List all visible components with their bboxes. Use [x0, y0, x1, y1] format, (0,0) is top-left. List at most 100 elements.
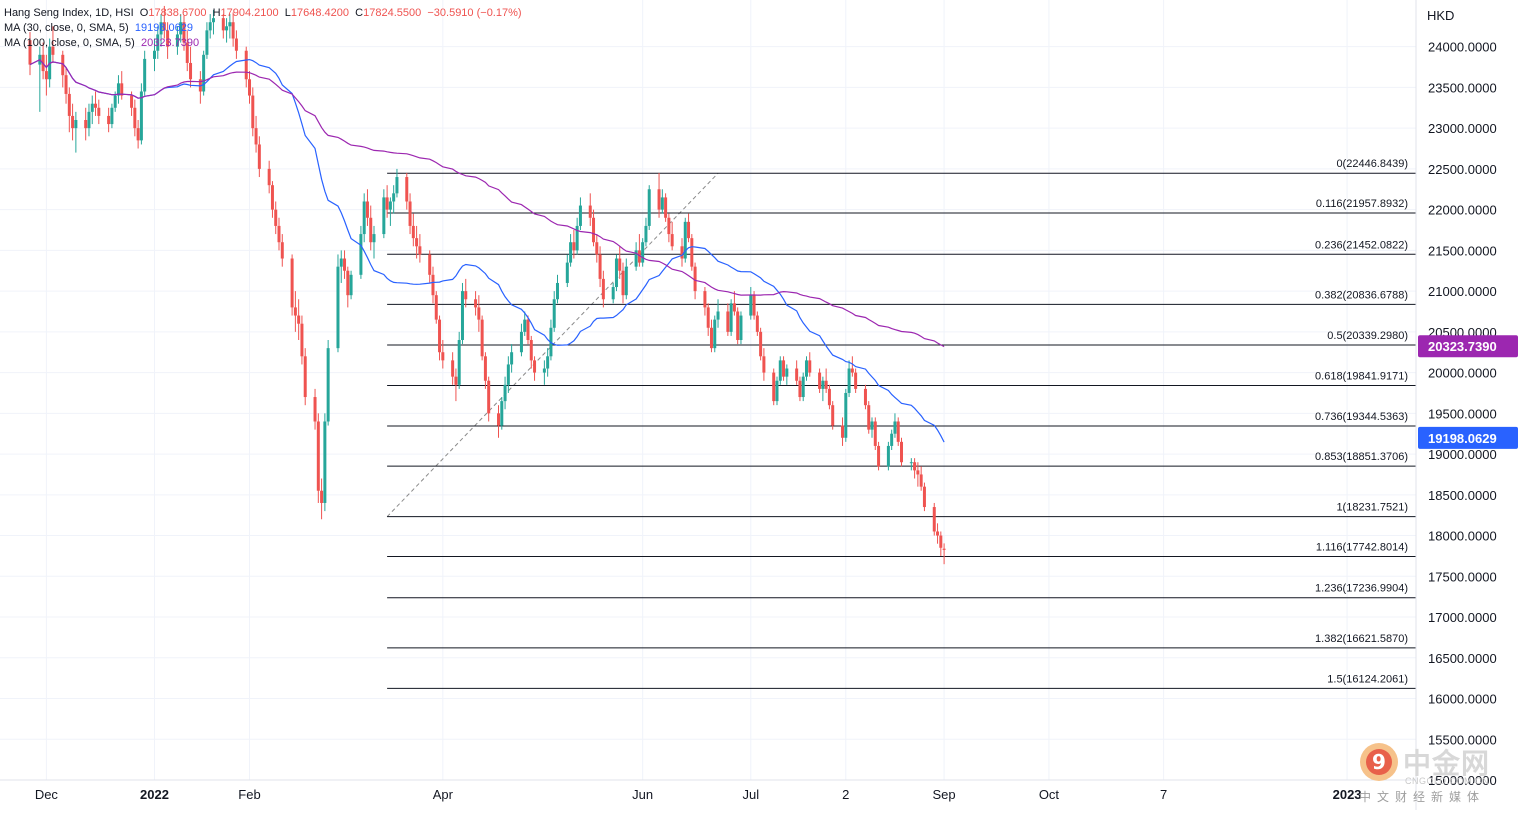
- candle-body[interactable]: [506, 364, 510, 385]
- candle-body[interactable]: [886, 445, 890, 467]
- candle-body[interactable]: [185, 42, 189, 63]
- candle-body[interactable]: [359, 234, 363, 275]
- candle-body[interactable]: [618, 258, 622, 271]
- candle-body[interactable]: [569, 242, 573, 263]
- candle-body[interactable]: [693, 266, 697, 292]
- candle-body[interactable]: [578, 205, 582, 226]
- candle-body[interactable]: [713, 319, 717, 349]
- candle-body[interactable]: [922, 486, 926, 508]
- candle-body[interactable]: [434, 295, 438, 320]
- candle-body[interactable]: [120, 83, 124, 96]
- candle-body[interactable]: [28, 40, 32, 65]
- candle-body[interactable]: [595, 242, 599, 255]
- legend-ma30[interactable]: MA (30, close, 0, SMA, 5) 19198.0629: [4, 21, 522, 36]
- candle-body[interactable]: [116, 83, 120, 96]
- candle-body[interactable]: [487, 380, 491, 414]
- candle-body[interactable]: [293, 307, 297, 316]
- candle-body[interactable]: [687, 221, 691, 239]
- candle-body[interactable]: [454, 376, 458, 385]
- candle-body[interactable]: [841, 425, 845, 438]
- candle-body[interactable]: [349, 274, 353, 296]
- candle-body[interactable]: [202, 54, 206, 92]
- candle-body[interactable]: [205, 30, 209, 55]
- candle-body[interactable]: [162, 22, 166, 31]
- legend-main[interactable]: Hang Seng Index, 1D, HSI O17838.6700 H17…: [4, 6, 522, 21]
- candle-body[interactable]: [156, 34, 160, 51]
- candle-body[interactable]: [592, 217, 596, 243]
- candle-body[interactable]: [208, 22, 212, 31]
- candle-body[interactable]: [257, 144, 261, 169]
- candle-body[interactable]: [346, 270, 350, 296]
- candle-body[interactable]: [657, 189, 661, 210]
- candle-body[interactable]: [588, 205, 592, 218]
- candle-body[interactable]: [831, 405, 835, 426]
- candle-body[interactable]: [526, 319, 530, 340]
- candle-body[interactable]: [870, 421, 874, 430]
- candle-body[interactable]: [624, 266, 628, 296]
- candle-body[interactable]: [139, 91, 143, 141]
- candle-body[interactable]: [916, 470, 920, 475]
- candle-body[interactable]: [365, 201, 369, 218]
- candle-body[interactable]: [133, 107, 137, 129]
- candle-body[interactable]: [644, 225, 648, 243]
- candle-body[interactable]: [74, 120, 78, 129]
- candle-body[interactable]: [51, 46, 55, 55]
- candle-layer[interactable]: [28, 5, 946, 565]
- candle-body[interactable]: [523, 319, 527, 332]
- candle-body[interactable]: [107, 115, 111, 125]
- candle-body[interactable]: [739, 315, 743, 340]
- candle-body[interactable]: [113, 95, 117, 108]
- candle-body[interactable]: [300, 323, 304, 357]
- candle-body[interactable]: [896, 421, 900, 442]
- candle-body[interactable]: [660, 197, 664, 210]
- candle-body[interactable]: [611, 287, 615, 300]
- candle-body[interactable]: [464, 291, 468, 300]
- candle-body[interactable]: [827, 388, 831, 406]
- candle-body[interactable]: [706, 307, 710, 328]
- candle-body[interactable]: [510, 352, 514, 365]
- candle-body[interactable]: [477, 307, 481, 320]
- candle-body[interactable]: [919, 474, 923, 487]
- candle-body[interactable]: [850, 368, 854, 373]
- candle-body[interactable]: [755, 315, 759, 332]
- candle-body[interactable]: [267, 168, 271, 186]
- candle-body[interactable]: [667, 217, 671, 235]
- candle-body[interactable]: [480, 319, 484, 357]
- candle-body[interactable]: [251, 95, 255, 129]
- candle-body[interactable]: [244, 50, 248, 80]
- candle-body[interactable]: [97, 107, 101, 116]
- candle-body[interactable]: [248, 79, 252, 96]
- candle-body[interactable]: [411, 225, 415, 239]
- candle-body[interactable]: [729, 303, 733, 332]
- candle-body[interactable]: [782, 360, 786, 377]
- candle-body[interactable]: [460, 291, 464, 340]
- candle-body[interactable]: [320, 490, 324, 503]
- candle-body[interactable]: [519, 331, 523, 353]
- candle-body[interactable]: [778, 360, 782, 381]
- candle-body[interactable]: [90, 103, 94, 112]
- candle-body[interactable]: [339, 258, 343, 267]
- candle-body[interactable]: [297, 315, 301, 324]
- candle-body[interactable]: [709, 327, 713, 349]
- candle-body[interactable]: [821, 380, 825, 389]
- candle-body[interactable]: [818, 372, 822, 389]
- candle-body[interactable]: [388, 201, 392, 210]
- candle-body[interactable]: [732, 303, 736, 312]
- candle-body[interactable]: [772, 372, 776, 402]
- candle-body[interactable]: [785, 368, 789, 377]
- candle-body[interactable]: [336, 266, 340, 349]
- candle-body[interactable]: [316, 421, 320, 491]
- legend-ma100[interactable]: MA (100, close, 0, SMA, 5) 20323.7390: [4, 36, 522, 51]
- candle-body[interactable]: [153, 50, 156, 59]
- candle-body[interactable]: [497, 413, 501, 426]
- candle-body[interactable]: [221, 18, 225, 31]
- candle-body[interactable]: [565, 262, 569, 283]
- candle-body[interactable]: [362, 201, 366, 235]
- candle-body[interactable]: [683, 221, 687, 259]
- candle-body[interactable]: [405, 177, 409, 202]
- candle-body[interactable]: [166, 30, 170, 47]
- candle-body[interactable]: [759, 331, 763, 357]
- candle-body[interactable]: [418, 246, 422, 255]
